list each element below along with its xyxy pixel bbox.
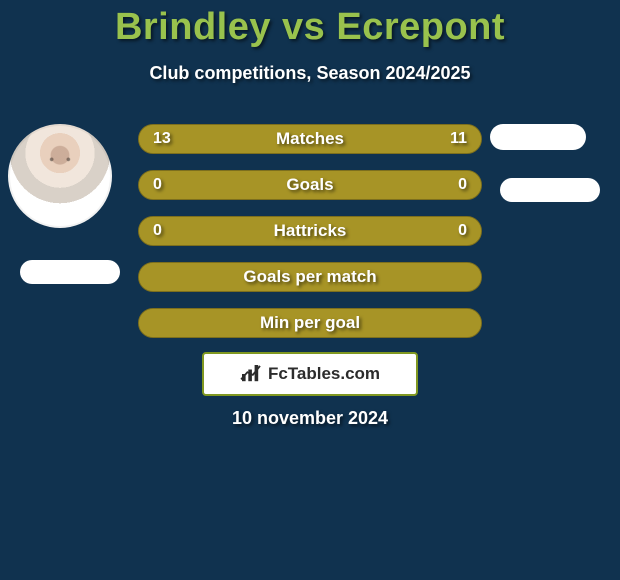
stat-bar-value-left: 13: [139, 125, 185, 153]
stat-bar-label: Goals per match: [139, 263, 481, 291]
stat-bar: Min per goal: [138, 308, 482, 338]
stat-bar: Matches13 11: [138, 124, 482, 154]
watermark: FcTables.com: [202, 352, 418, 396]
stat-bar-value-right: 0: [444, 171, 481, 199]
page-subtitle: Club competitions, Season 2024/2025: [0, 63, 620, 84]
stat-bar-value-right: 11: [436, 125, 481, 153]
watermark-text: FcTables.com: [268, 364, 380, 384]
player-left-avatar: [8, 124, 112, 228]
stat-bar: Goals per match: [138, 262, 482, 292]
page-title: Brindley vs Ecrepont: [0, 0, 620, 49]
comparison-bars: Matches1311Goals00Hattricks00Goals per m…: [138, 124, 482, 354]
stat-bar-label: Matches: [139, 125, 481, 153]
stat-bar-value-left: 0: [139, 217, 176, 245]
stat-bar-label: Hattricks: [139, 217, 481, 245]
bar-chart-icon: [240, 365, 262, 383]
stat-bar: Hattricks0 0: [138, 216, 482, 246]
stat-bar-value-right: 0: [444, 217, 481, 245]
stat-bar-label: Goals: [139, 171, 481, 199]
stat-bar-value-left: 0: [139, 171, 176, 199]
player-left-name-placeholder: [20, 260, 120, 284]
stat-bar-label: Min per goal: [139, 309, 481, 337]
page-root: Brindley vs Ecrepont Club competitions, …: [0, 0, 620, 580]
stat-bar: Goals0 0: [138, 170, 482, 200]
snapshot-date: 10 november 2024: [0, 408, 620, 429]
player-right-name-placeholder: [500, 178, 600, 202]
player-right-avatar-placeholder: [490, 124, 586, 150]
